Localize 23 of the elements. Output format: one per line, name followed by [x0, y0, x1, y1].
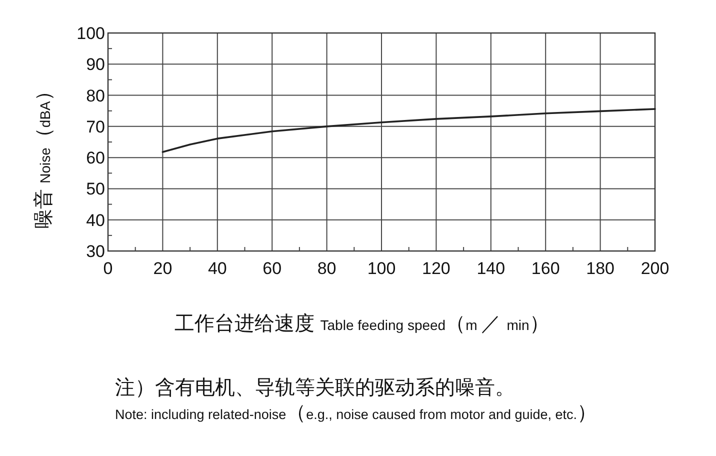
annotation: Note: including related-noise（e.g., noise caused from motor and guide, etc.） — [115, 402, 598, 424]
y-tick: 40 — [86, 210, 105, 230]
x-tick: 60 — [262, 259, 282, 278]
x-tick: 0 — [103, 259, 113, 278]
x-tick: 200 — [640, 259, 670, 278]
x-tick: 160 — [531, 259, 560, 278]
x-tick: 80 — [317, 259, 336, 278]
y-tick: 50 — [86, 180, 105, 199]
y-tick: 60 — [86, 148, 105, 168]
annotation: 注）含有电机、导轨等关联的驱动系的噪音。 — [115, 377, 515, 399]
y-tick: 100 — [76, 24, 105, 43]
y-axis-title: 噪音 Noise（dBA） — [33, 81, 55, 229]
x-tick: 140 — [476, 259, 506, 278]
x-tick: 100 — [367, 259, 396, 278]
x-tick: 20 — [153, 259, 172, 278]
x-axis-title: 工作台进给速度 Table feeding speed（m ／ min） — [174, 313, 550, 335]
y-tick: 70 — [86, 117, 105, 136]
y-tick: 80 — [86, 86, 105, 106]
x-tick: 40 — [208, 259, 227, 278]
y-tick: 30 — [86, 242, 105, 261]
x-tick: 180 — [586, 259, 614, 278]
x-tick: 120 — [422, 259, 450, 278]
y-tick: 90 — [86, 55, 105, 74]
